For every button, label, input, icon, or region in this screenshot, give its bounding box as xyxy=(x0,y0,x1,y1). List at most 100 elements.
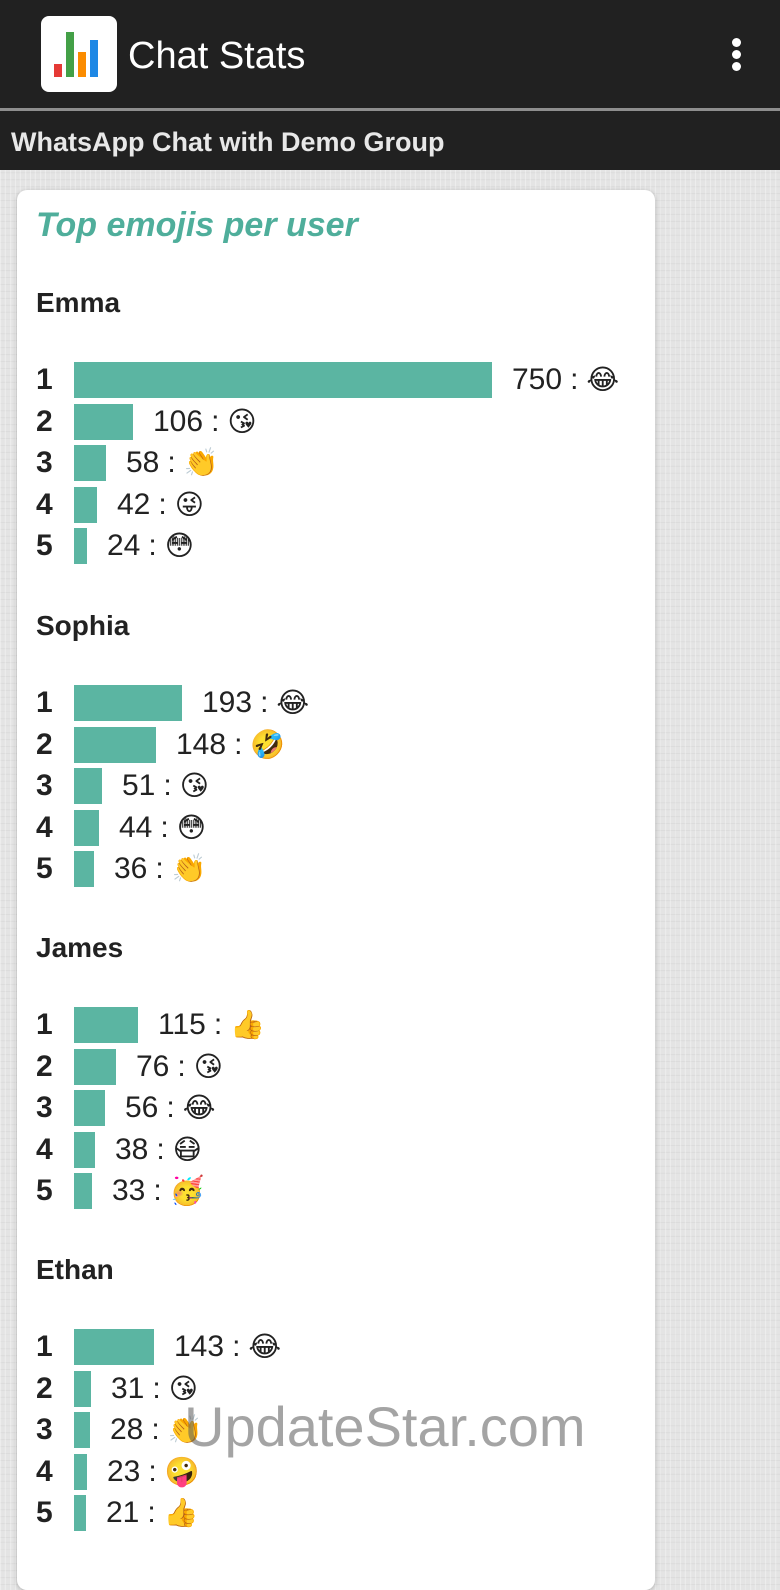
rank-number: 2 xyxy=(36,727,53,761)
count-label: 143: 😂 xyxy=(174,1328,281,1366)
emoji-rank-row: 3 56: 😂 xyxy=(17,1089,655,1127)
separator: : xyxy=(155,852,164,885)
emoji-icon: 😷 xyxy=(172,1132,202,1166)
separator: : xyxy=(148,1454,157,1488)
count-value: 33 xyxy=(112,1174,146,1207)
emoji-rank-row: 1 143: 😂 xyxy=(17,1328,655,1366)
emoji-icon: 🤪 xyxy=(164,1454,200,1488)
separator: : xyxy=(234,727,243,761)
separator: : xyxy=(153,1174,162,1207)
count-value: 28 xyxy=(110,1413,144,1446)
count-bar xyxy=(74,445,106,481)
count-value: 36 xyxy=(114,852,148,885)
emoji-icon: 😳 xyxy=(164,529,194,562)
emoji-rank-row: 5 36: 👏 xyxy=(17,850,655,888)
count-value: 38 xyxy=(115,1132,149,1166)
emoji-icon: 😘 xyxy=(193,1049,223,1083)
separator: : xyxy=(158,487,167,521)
rank-number: 2 xyxy=(36,404,53,438)
emoji-icon: 😂 xyxy=(182,1091,216,1124)
emoji-icon: 😜 xyxy=(174,487,204,521)
count-label: 193: 😂 xyxy=(202,684,309,722)
emoji-rank-row: 1 115: 👍 xyxy=(17,1006,655,1044)
emoji-icon: 😘 xyxy=(227,404,257,438)
count-label: 31: 😘 xyxy=(111,1370,198,1408)
rank-number: 5 xyxy=(36,1496,53,1529)
count-label: 148: 🤣 xyxy=(176,726,285,764)
more-vert-icon[interactable] xyxy=(716,30,756,78)
count-bar xyxy=(74,1007,138,1043)
count-label: 42: 😜 xyxy=(117,486,204,524)
emoji-icon: 👏 xyxy=(183,446,219,479)
count-bar xyxy=(74,851,94,887)
separator: : xyxy=(163,769,172,802)
count-bar xyxy=(74,726,156,763)
emoji-rank-row: 3 28: 👏 xyxy=(17,1411,655,1449)
count-label: 21: 👍 xyxy=(106,1494,199,1532)
count-value: 31 xyxy=(111,1371,145,1405)
emoji-icon: 😘 xyxy=(168,1371,198,1405)
count-value: 23 xyxy=(107,1454,141,1488)
count-bar xyxy=(74,1090,105,1126)
user-section-emma: Emma 1 750: 😂 2 106: 😘 3 58: 👏 4 42: 😜 5 24: 😳 xyxy=(17,287,655,587)
rank-number: 1 xyxy=(36,1008,53,1041)
count-bar xyxy=(74,528,87,564)
count-bar xyxy=(74,768,102,804)
user-section-james: James 1 115: 👍 2 76: 😘 3 56: 😂 4 38: 😷 5 33: 🥳 xyxy=(17,932,655,1232)
emoji-icon: 👍 xyxy=(163,1496,199,1529)
rank-number: 1 xyxy=(36,1330,53,1363)
app-title: Chat Stats xyxy=(128,35,306,77)
emoji-rank-row: 3 58: 👏 xyxy=(17,444,655,482)
count-bar xyxy=(74,1173,92,1209)
rank-number: 1 xyxy=(36,363,53,396)
rank-number: 4 xyxy=(36,1454,53,1488)
count-label: 36: 👏 xyxy=(114,850,207,888)
count-value: 58 xyxy=(126,446,160,479)
emoji-rank-row: 5 24: 😳 xyxy=(17,527,655,565)
count-value: 76 xyxy=(136,1049,170,1083)
rank-number: 1 xyxy=(36,686,53,719)
bar-chart-logo-icon xyxy=(41,16,117,92)
separator: : xyxy=(213,1008,223,1041)
emoji-rank-row: 4 23: 🤪 xyxy=(17,1453,655,1491)
user-name: Sophia xyxy=(36,610,130,641)
count-bar xyxy=(74,1131,95,1168)
count-label: 38: 😷 xyxy=(115,1131,202,1169)
count-bar xyxy=(74,1329,154,1365)
count-value: 56 xyxy=(125,1091,159,1124)
emoji-rank-row: 5 21: 👍 xyxy=(17,1494,655,1532)
rank-number: 3 xyxy=(36,1413,53,1446)
rank-number: 5 xyxy=(36,852,53,885)
rank-number: 5 xyxy=(36,529,53,562)
count-label: 51: 😘 xyxy=(122,767,209,805)
rank-number: 5 xyxy=(36,1174,53,1207)
count-value: 143 xyxy=(174,1330,225,1363)
card-title: Top emojis per user xyxy=(36,206,358,244)
count-label: 56: 😂 xyxy=(125,1089,215,1127)
app-bar: Chat Stats xyxy=(0,0,780,108)
watermark: UpdateStar.com xyxy=(184,1395,586,1458)
count-value: 42 xyxy=(117,487,151,521)
count-value: 148 xyxy=(176,727,227,761)
emoji-icon: 👍 xyxy=(230,1008,266,1041)
separator: : xyxy=(166,1091,175,1124)
emoji-rank-row: 5 33: 🥳 xyxy=(17,1172,655,1210)
count-bar xyxy=(74,1370,91,1407)
emoji-rank-row: 1 193: 😂 xyxy=(17,684,655,722)
count-bar xyxy=(74,1412,90,1448)
emoji-rank-row: 2 76: 😘 xyxy=(17,1048,655,1086)
rank-number: 4 xyxy=(36,1132,53,1166)
emoji-rank-row: 4 44: 😳 xyxy=(17,809,655,847)
separator: : xyxy=(177,1049,186,1083)
count-bar xyxy=(74,809,99,846)
count-value: 51 xyxy=(122,769,156,802)
emoji-icon: 😘 xyxy=(179,769,209,802)
separator: : xyxy=(148,529,157,562)
emoji-icon: 😂 xyxy=(276,686,310,719)
separator: : xyxy=(167,446,176,479)
separator: : xyxy=(211,404,220,438)
emoji-rank-row: 4 42: 😜 xyxy=(17,486,655,524)
emoji-rank-row: 2 148: 🤣 xyxy=(17,726,655,764)
count-label: 28: 👏 xyxy=(110,1411,203,1449)
emoji-icon: 🤣 xyxy=(250,727,286,761)
